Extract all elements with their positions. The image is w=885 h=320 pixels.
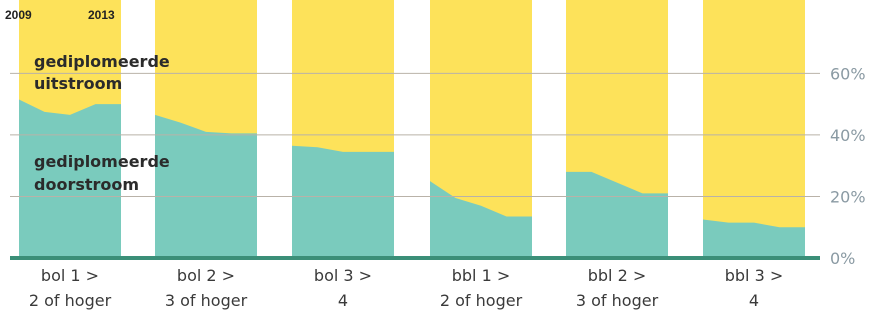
- panel-6: [703, 0, 805, 258]
- category-label-6-line1: bbl 3 >: [725, 266, 784, 285]
- category-label-1-line2: 2 of hoger: [29, 291, 112, 310]
- category-label-2-line1: bol 2 >: [177, 266, 235, 285]
- y-tick-label: 20%: [830, 187, 866, 206]
- category-label-4-line1: bbl 1 >: [452, 266, 511, 285]
- area-uitstroom-4: [430, 0, 532, 258]
- area-doorstroom-5: [566, 171, 668, 258]
- area-doorstroom-2: [155, 114, 257, 258]
- category-label-3-line1: bol 3 >: [314, 266, 372, 285]
- y-axis-ticks: 0% 20% 40% 60%: [830, 64, 866, 268]
- category-label-5-line1: bbl 2 >: [588, 266, 647, 285]
- y-tick-label: 40%: [830, 126, 866, 145]
- area-uitstroom-6: [703, 0, 805, 258]
- annotation-uitstroom-line1: gediplomeerde: [34, 52, 170, 71]
- annotation-doorstroom-line2: doorstroom: [34, 175, 139, 194]
- gridlines: [10, 72, 820, 260]
- category-label-2-line2: 3 of hoger: [165, 291, 248, 310]
- category-labels: bol 1 > 2 of hoger bol 2 > 3 of hoger bol 3 …: [29, 266, 783, 310]
- y-tick-label: 60%: [830, 64, 866, 83]
- panel-5: [566, 0, 668, 258]
- category-label-3-line2: 4: [338, 291, 348, 310]
- category-label-5-line2: 3 of hoger: [576, 291, 659, 310]
- panel-2: [155, 0, 257, 258]
- panels: [19, 0, 805, 259]
- y-tick-label: 0%: [830, 249, 855, 268]
- category-label-4-line2: 2 of hoger: [440, 291, 523, 310]
- category-label-1-line1: bol 1 >: [41, 266, 99, 285]
- area-doorstroom-1: [19, 99, 121, 259]
- area-doorstroom-6: [703, 219, 805, 258]
- panel-1: [19, 0, 121, 259]
- annotation-doorstroom-line1: gediplomeerde: [34, 152, 170, 171]
- year-start-label: 2009: [5, 8, 32, 22]
- annotation-uitstroom-line2: uitstroom: [34, 74, 122, 93]
- area-doorstroom-4: [430, 181, 532, 258]
- area-doorstroom-3: [292, 145, 394, 258]
- category-label-6-line2: 4: [749, 291, 759, 310]
- panel-3: [292, 0, 394, 258]
- panel-4: [430, 0, 532, 258]
- year-end-label: 2013: [88, 8, 115, 22]
